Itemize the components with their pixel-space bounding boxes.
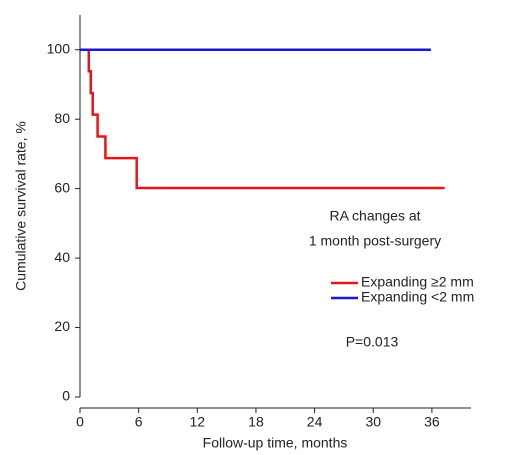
y-tick-label: 80 <box>54 110 70 126</box>
y-tick-label: 100 <box>47 40 71 56</box>
x-axis-label: Follow-up time, months <box>203 435 348 451</box>
y-tick-label: 60 <box>54 179 70 195</box>
x-tick-label: 30 <box>365 414 381 430</box>
annotation: P=0.013 <box>346 334 399 350</box>
annotation: RA changes at <box>329 208 420 224</box>
y-axis-label: Cumulative survival rate, % <box>13 121 29 291</box>
x-tick-label: 24 <box>307 414 323 430</box>
x-tick-label: 6 <box>135 414 143 430</box>
survival-line <box>80 48 445 190</box>
annotation: 1 month post-surgery <box>309 233 441 249</box>
legend-label: Expanding <2 mm <box>361 289 474 305</box>
x-tick-label: 36 <box>424 414 440 430</box>
x-tick-label: 12 <box>190 414 206 430</box>
y-tick-label: 20 <box>54 318 70 334</box>
x-tick-label: 18 <box>248 414 264 430</box>
y-tick-label: 0 <box>62 388 70 404</box>
y-tick-label: 40 <box>54 249 70 265</box>
x-tick-label: 0 <box>76 414 84 430</box>
legend-label: Expanding ≥2 mm <box>361 274 474 290</box>
